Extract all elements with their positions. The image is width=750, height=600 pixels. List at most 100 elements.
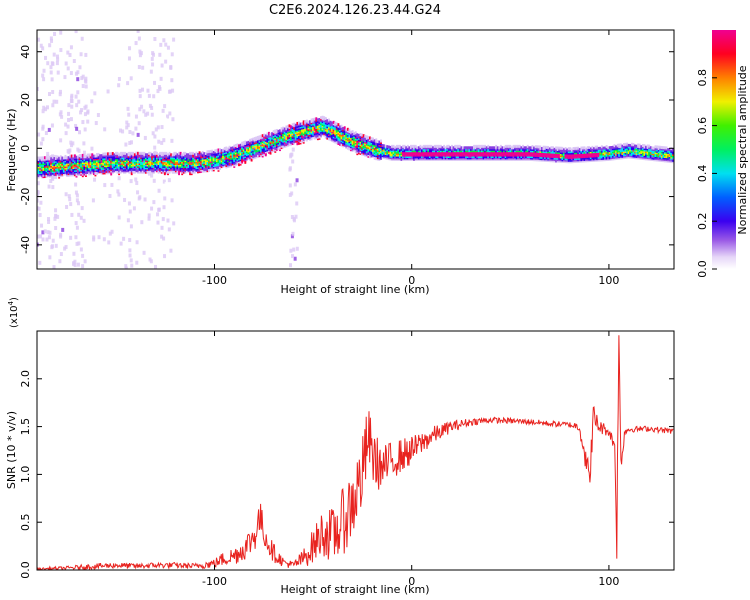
heatmap-cell: [137, 133, 140, 137]
heatmap-cell: [41, 74, 44, 78]
heatmap-cell: [140, 220, 143, 224]
heatmap-cell: [168, 227, 171, 231]
heatmap-cell: [151, 113, 154, 117]
heatmap-cell: [130, 224, 133, 228]
heatmap-cell: [150, 70, 153, 74]
heatmap-cell: [54, 226, 57, 230]
heatmap-cell: [165, 182, 168, 186]
heatmap-cell: [75, 221, 78, 225]
heatmap-cell: [155, 127, 158, 131]
heatmap-cell: [70, 117, 73, 121]
heatmap-cell: [77, 263, 80, 267]
heatmap-cell: [80, 216, 83, 220]
heatmap-cell: [151, 62, 154, 66]
heatmap-cell: [135, 261, 138, 265]
heatmap-cell: [103, 237, 106, 241]
heatmap-cell: [77, 201, 80, 205]
heatmap-cell: [51, 103, 54, 107]
heatmap-cell: [81, 120, 84, 124]
heatmap-cell: [128, 238, 131, 242]
heatmap-cell: [161, 64, 164, 68]
heatmap-cell: [142, 109, 145, 113]
heatmap-cell: [144, 97, 147, 101]
heatmap-cell: [136, 190, 139, 194]
figure-title: C2E6.2024.126.23.44.G24: [269, 3, 441, 18]
heatmap-cell: [51, 185, 54, 189]
heatmap-cell: [42, 106, 45, 110]
heatmap-cell: [133, 206, 136, 210]
heatmap-cell: [120, 242, 123, 246]
heatmap-cell: [95, 121, 98, 125]
heatmap-cell: [70, 45, 73, 49]
heatmap-cell: [75, 103, 78, 107]
heatmap-cell: [170, 188, 173, 192]
heatmap-cell: [138, 121, 141, 125]
heatmap-cell: [75, 127, 78, 131]
heatmap-cell: [83, 106, 86, 110]
heatmap-cell: [51, 123, 54, 127]
heatmap-cell: [154, 265, 157, 269]
heatmap-cell: [56, 55, 59, 59]
heatmap-cell: [39, 213, 42, 217]
heatmap-cell: [74, 183, 77, 187]
heatmap-cell: [84, 127, 87, 131]
heatmap-cell: [67, 66, 70, 70]
heatmap-cell: [140, 51, 143, 55]
heatmap-cell: [80, 52, 83, 56]
heatmap-cell: [103, 183, 106, 187]
heatmap-cell: [76, 226, 79, 230]
heatmap-cell: [171, 52, 174, 56]
heatmap-cell: [53, 265, 56, 269]
heatmap-cell: [38, 207, 41, 211]
heatmap-cell: [59, 31, 62, 35]
heatmap-cell: [50, 70, 53, 74]
heatmap-cell: [72, 128, 75, 132]
heatmap-cell: [108, 194, 111, 198]
heatmap-cell: [135, 115, 138, 119]
heatmap-cell: [166, 219, 169, 223]
heatmap-cell: [40, 142, 43, 146]
heatmap-cell: [128, 248, 131, 252]
heatmap-cell: [135, 181, 138, 185]
heatmap-cell: [289, 153, 292, 157]
heatmap-cell: [52, 239, 55, 243]
heatmap-cell: [126, 81, 129, 85]
heatmap-cell: [56, 61, 59, 65]
heatmap-cell: [150, 207, 153, 211]
heatmap-cell: [169, 65, 172, 69]
heatmap-cell: [41, 137, 44, 141]
heatmap-cell: [60, 252, 63, 256]
heatmap-cell: [380, 140, 382, 143]
heatmap-cell: [42, 109, 45, 113]
heatmap-cell: [158, 53, 161, 57]
heatmap-cell: [51, 90, 54, 94]
heatmap-cell: [75, 191, 78, 195]
heatmap-cell: [48, 255, 51, 259]
heatmap-cell: [63, 75, 66, 79]
heatmap-cell: [162, 217, 165, 221]
heatmap-cell: [53, 217, 56, 221]
heatmap-cell: [170, 78, 173, 82]
heatmap-cell: [44, 229, 47, 233]
heatmap-cell: [169, 249, 172, 253]
heatmap-cell: [171, 89, 174, 93]
heatmap-cell: [119, 129, 122, 133]
heatmap-cell: [158, 87, 161, 91]
heatmap-cell: [118, 176, 121, 180]
heatmap-cell: [82, 84, 85, 88]
heatmap-cell: [130, 76, 133, 80]
heatmap-cell: [42, 77, 45, 81]
heatmap-cell: [37, 133, 40, 137]
heatmap-cell: [84, 53, 87, 57]
heatmap-cell: [109, 232, 112, 236]
heatmap-cell: [81, 37, 84, 41]
heatmap-cell: [75, 72, 78, 76]
heatmap-cell: [103, 127, 106, 131]
heatmap-cell: [171, 117, 174, 121]
heatmap-cell: [69, 202, 72, 206]
heatmap-cell: [156, 221, 159, 225]
heatmap-cell: [50, 245, 53, 249]
heatmap-cell: [70, 94, 73, 98]
heatmap-cell: [76, 77, 79, 81]
